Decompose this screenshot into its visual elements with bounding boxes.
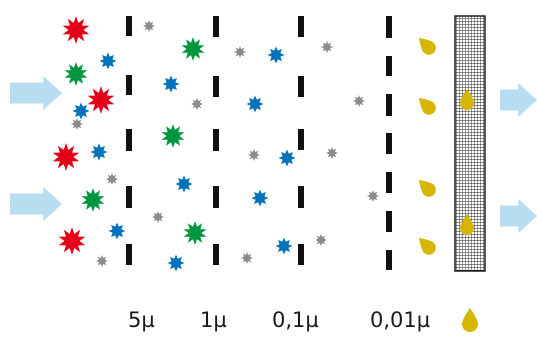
blue-particle <box>175 175 193 193</box>
filter-barrier-segment <box>298 186 304 208</box>
inflow-arrow <box>10 187 62 221</box>
green-particle <box>181 37 205 61</box>
green-particle <box>81 188 105 212</box>
filter-label-0-1-micron: 0,1µ <box>272 308 319 332</box>
filter-barrier-segment <box>126 244 132 265</box>
filter-barrier-segment <box>213 244 219 265</box>
filter-label-5-micron: 5µ <box>128 308 155 332</box>
filter-barrier-segment <box>386 16 392 38</box>
water-drop <box>418 179 436 197</box>
red-particle <box>87 86 115 114</box>
blue-particle <box>251 189 269 207</box>
green-particle <box>183 221 207 245</box>
filter-barrier-segment <box>213 129 219 151</box>
water-drop <box>460 89 474 110</box>
inflow-arrow <box>10 76 62 110</box>
gray-particle <box>71 118 83 130</box>
filter-barrier-segment <box>298 129 304 150</box>
gray-particle <box>321 41 333 53</box>
blue-particle <box>90 143 108 161</box>
filter-barrier-segment <box>126 186 132 208</box>
gray-particle <box>326 147 338 159</box>
filter-barrier-segment <box>298 16 304 37</box>
water-drop <box>418 37 436 55</box>
filter-barrier-segment <box>298 76 304 97</box>
gray-particle <box>367 190 379 202</box>
blue-particle <box>278 149 296 167</box>
filter-barrier-segment <box>213 76 219 97</box>
gray-particle <box>248 149 260 161</box>
filter-barrier-segment <box>386 56 392 76</box>
gray-particle <box>106 173 118 185</box>
outflow-arrow <box>500 83 537 117</box>
blue-particle <box>275 237 293 255</box>
gray-particle <box>241 252 253 264</box>
blue-particle <box>108 222 126 240</box>
filter-label-1-micron: 1µ <box>200 308 227 332</box>
gray-particle <box>152 211 164 223</box>
water-drop <box>460 214 474 235</box>
water-drop-icon <box>462 308 478 332</box>
red-particle <box>62 16 90 44</box>
blue-particle <box>167 254 185 272</box>
gray-particle <box>191 98 203 110</box>
filter-barrier-segment <box>213 16 219 37</box>
gray-particle <box>234 46 246 58</box>
red-particle <box>58 227 86 255</box>
blue-particle <box>267 46 285 64</box>
filter-barrier-segment <box>213 186 219 208</box>
blue-particle <box>246 95 264 113</box>
filter-barrier-segment <box>386 172 392 193</box>
filter-barrier-segment <box>126 16 132 36</box>
blue-particle <box>162 75 180 93</box>
gray-particle <box>143 20 155 32</box>
gray-particle <box>353 95 365 107</box>
gray-particle <box>96 255 108 267</box>
blue-particle <box>99 52 117 70</box>
blue-particle <box>72 102 90 120</box>
red-particle <box>52 143 80 171</box>
filter-barrier-segment <box>298 244 304 265</box>
filter-label-0-01-micron: 0,01µ <box>370 308 431 332</box>
gray-particle <box>315 234 327 246</box>
water-drop <box>418 237 436 255</box>
filter-barrier-segment <box>386 211 392 232</box>
filter-barrier-segment <box>386 133 392 154</box>
outflow-arrow <box>500 199 537 233</box>
filter-barrier-segment <box>386 250 392 270</box>
green-particle <box>161 124 185 148</box>
green-particle <box>64 62 88 86</box>
water-drop <box>418 97 436 115</box>
filter-barrier-segment <box>126 75 132 95</box>
filter-barrier-segment <box>126 129 132 151</box>
filter-barrier-segment <box>386 94 392 116</box>
